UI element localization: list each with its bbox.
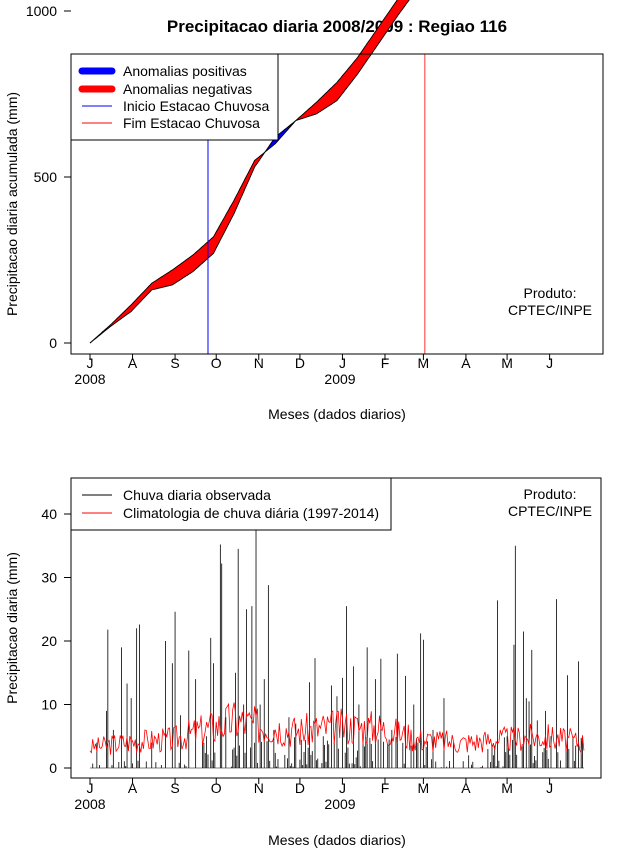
x-tick-label: A xyxy=(461,355,471,371)
negative-anomaly-area xyxy=(297,0,410,121)
legend-start: Inicio Estacao Chuvosa xyxy=(123,98,270,114)
cumulative-lines-layer xyxy=(89,0,410,344)
y-tick-label: 1000 xyxy=(26,3,57,19)
observed-rain-bars xyxy=(90,494,584,769)
observed-cumulative-line xyxy=(89,0,410,344)
x-tick-label: M xyxy=(501,355,513,371)
y-tick-label: 500 xyxy=(34,169,58,185)
x-tick-label: D xyxy=(295,780,305,796)
x-tick-label: F xyxy=(381,355,390,371)
x-tick-label: J xyxy=(87,355,94,371)
x-tick-label: A xyxy=(128,355,138,371)
x-tick-label: N xyxy=(254,355,264,371)
x-tick-label: M xyxy=(418,355,430,371)
x-tick-label: A xyxy=(461,780,471,796)
legend-positive: Anomalias positivas xyxy=(123,63,247,79)
x-tick-label: S xyxy=(170,355,179,371)
bottom-y-axis: 0 10 20 30 40 xyxy=(41,506,71,776)
daily-precip-plot: 0 10 20 30 40 J A S O N D J F M A M J 2008 2009 Meses (… xyxy=(4,477,602,848)
top-legend: Anomalias positivas Anomalias negativas … xyxy=(70,53,279,141)
legend-end: Fim Estacao Chuvosa xyxy=(123,115,260,131)
x-tick-label: M xyxy=(501,780,513,796)
x-tick-label: N xyxy=(254,780,264,796)
bottom-x-axis-label: Meses (dados diarios) xyxy=(268,832,406,848)
top-y-axis: 050010001500 xyxy=(26,3,71,351)
chart-title: Precipitacao diaria 2008/2009 : Regiao 1… xyxy=(167,17,507,36)
bottom-y-axis-label: Precipitacao diaria (mm) xyxy=(4,552,20,704)
anomaly-fill-layer xyxy=(91,0,410,342)
legend-observed: Chuva diaria observada xyxy=(123,487,271,503)
x-tick-label: D xyxy=(295,355,305,371)
negative-anomaly-area xyxy=(91,152,265,342)
positive-anomaly-area xyxy=(265,120,296,152)
bottom-annotation-line1: Produto: xyxy=(524,486,577,502)
y-tick-label: 40 xyxy=(41,506,57,522)
y-tick-label: 30 xyxy=(41,570,57,586)
top-annotation-line1: Produto: xyxy=(524,285,577,301)
y-tick-label: 10 xyxy=(41,697,57,713)
x-tick-label: J xyxy=(339,355,346,371)
legend-negative: Anomalias negativas xyxy=(123,81,252,97)
x-tick-label: F xyxy=(381,780,390,796)
x-tick-label: M xyxy=(418,780,430,796)
x-tick-label: J xyxy=(339,780,346,796)
x-tick-label: J xyxy=(87,780,94,796)
bottom-annotation-line2: CPTEC/INPE xyxy=(508,503,592,519)
y-tick-label: 0 xyxy=(49,335,57,351)
x-tick-label: J xyxy=(546,780,553,796)
climatology-cumulative-line xyxy=(89,0,398,344)
legend-climatology: Climatologia de chuva diária (1997-2014) xyxy=(123,505,379,521)
bottom-legend-box xyxy=(70,477,392,531)
top-plot-frame xyxy=(70,53,604,355)
climatology-line xyxy=(89,702,585,755)
x-tick-label: O xyxy=(211,780,222,796)
top-y-axis-label: Precipitacao diaria acumulada (mm) xyxy=(4,92,20,316)
x-tick-label: O xyxy=(211,355,222,371)
y-tick-label: 0 xyxy=(49,760,57,776)
x-tick-label: S xyxy=(170,780,179,796)
top-annotation-line2: CPTEC/INPE xyxy=(508,302,592,318)
top-year-label-2008: 2008 xyxy=(74,371,105,387)
y-tick-label: 20 xyxy=(41,633,57,649)
bottom-year-label-2008: 2008 xyxy=(74,796,105,812)
x-tick-label: A xyxy=(128,780,138,796)
bottom-legend: Chuva diaria observada Climatologia de c… xyxy=(70,477,392,531)
top-year-label-2009: 2009 xyxy=(324,371,355,387)
top-x-axis-label: Meses (dados diarios) xyxy=(268,406,406,422)
x-tick-label: J xyxy=(546,355,553,371)
bottom-year-label-2009: 2009 xyxy=(324,796,355,812)
